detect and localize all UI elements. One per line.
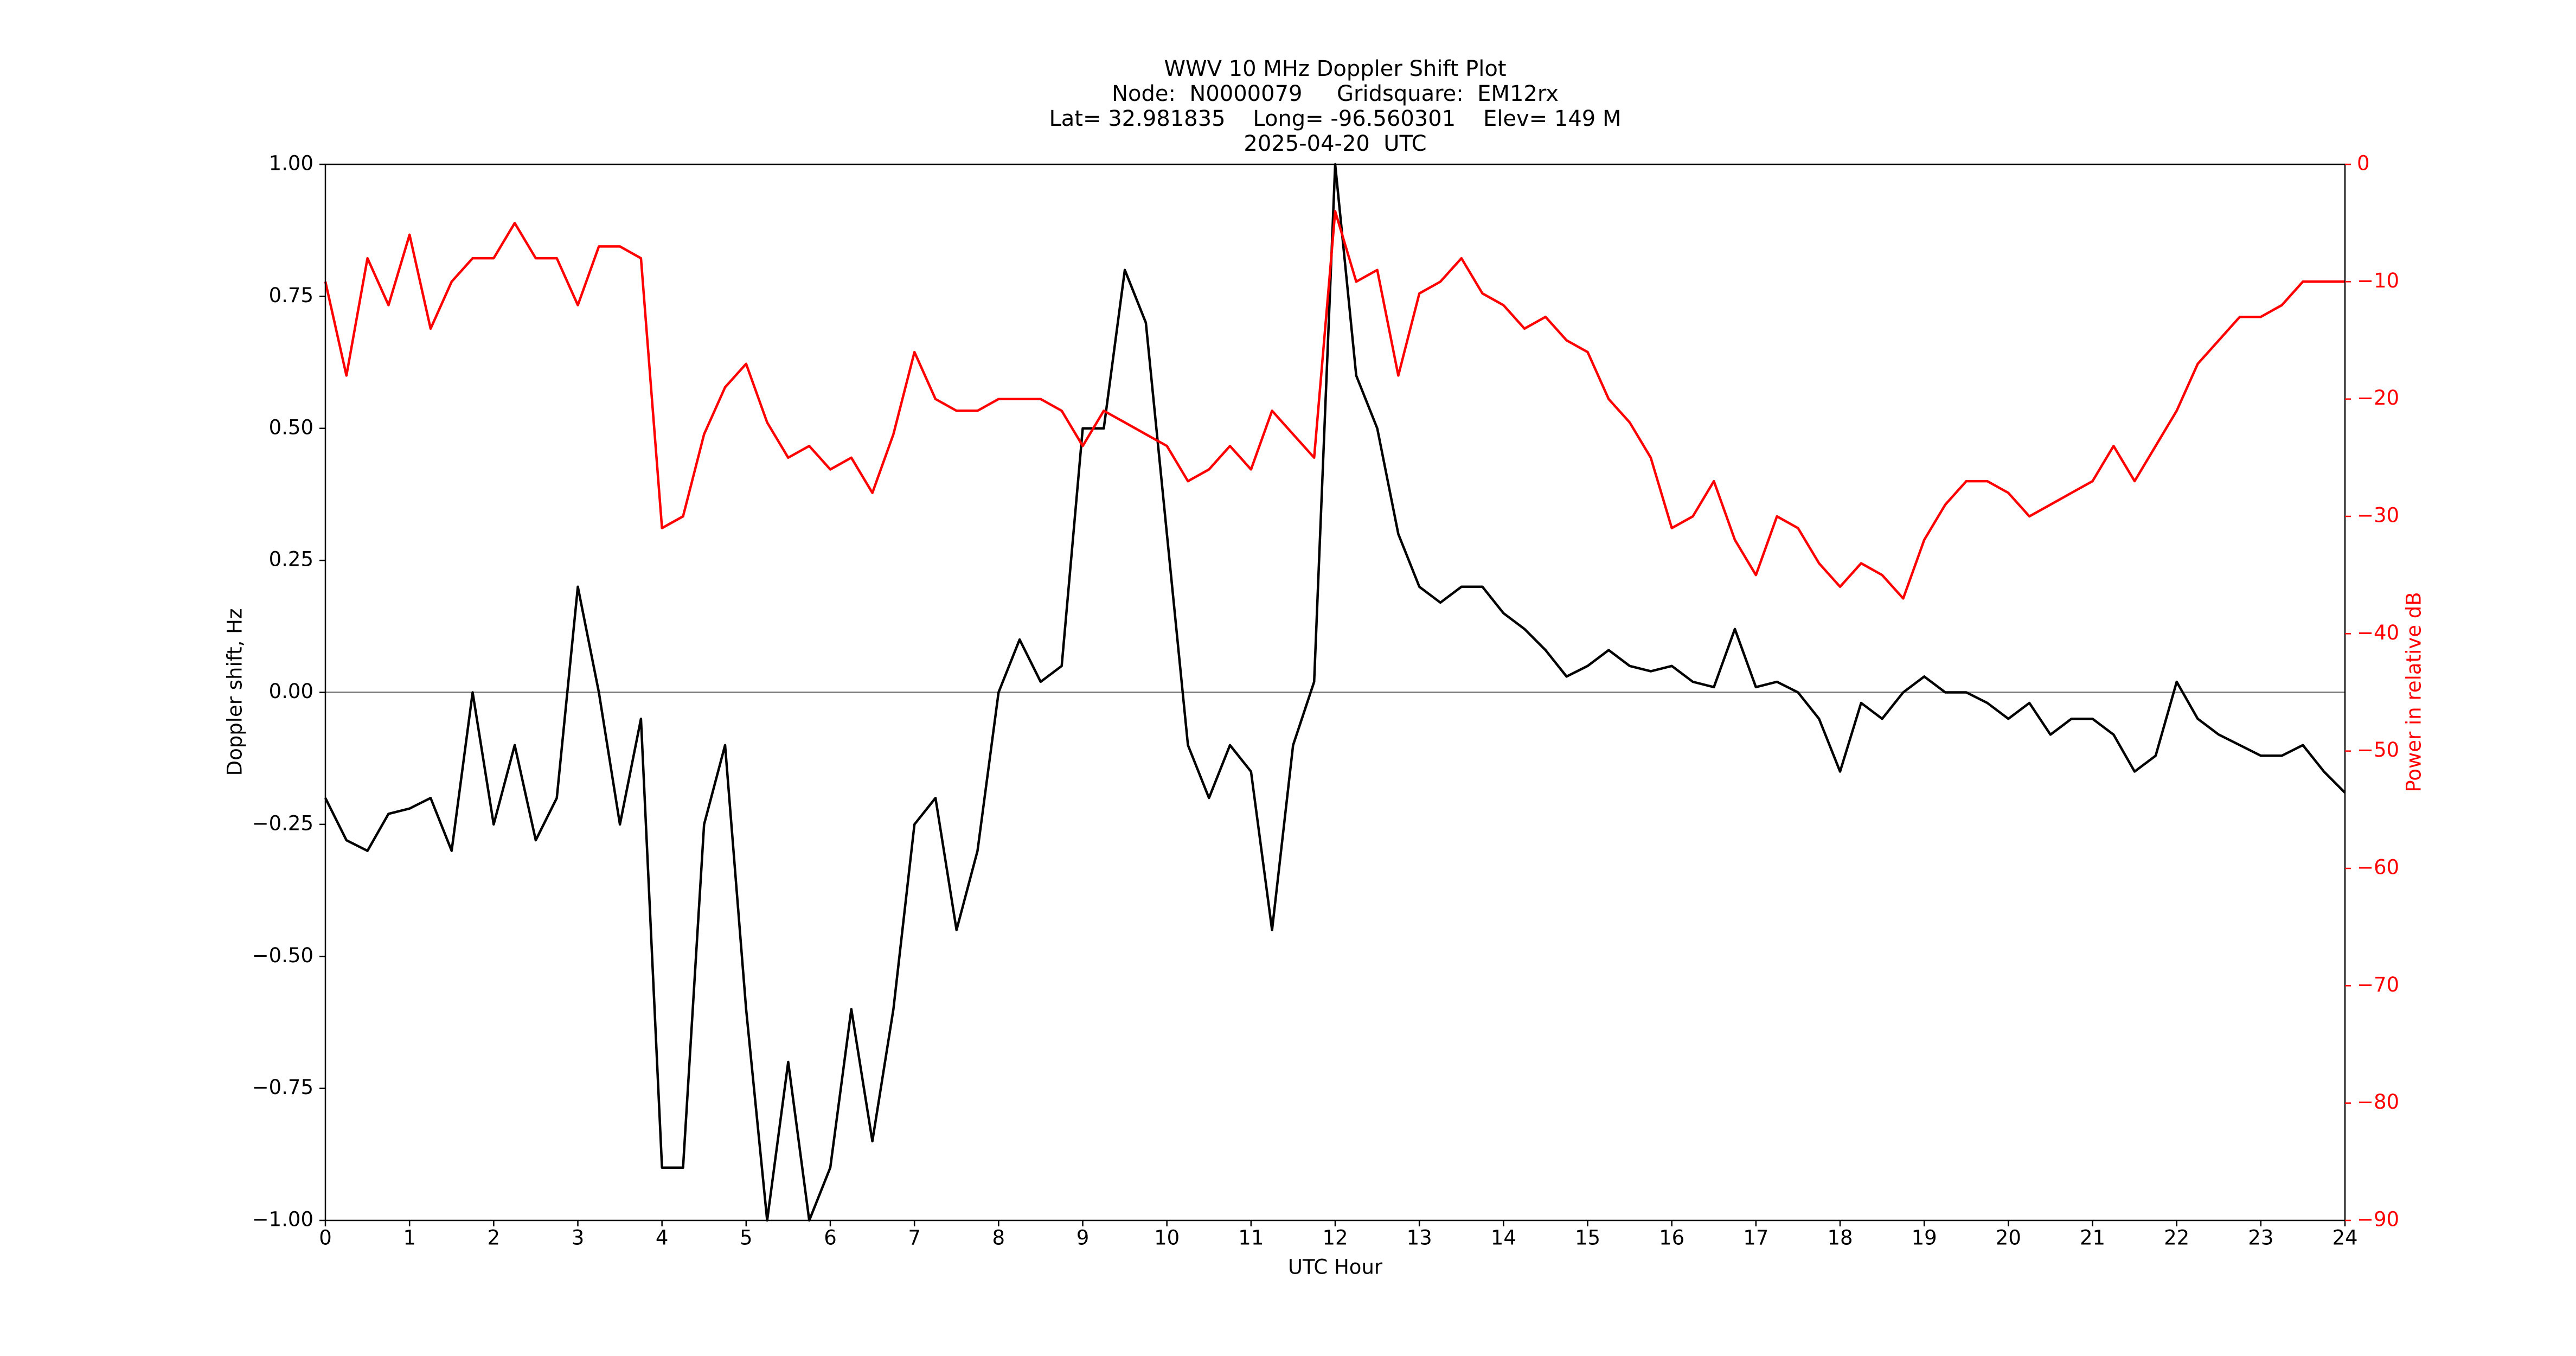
x-tick-label: 21 (2080, 1226, 2105, 1250)
y-tick-label: −0.75 (252, 1076, 313, 1099)
y-tick-label: 0.50 (269, 415, 313, 439)
x-tick-label: 6 (824, 1226, 837, 1250)
y2-tick-label: −10 (2357, 269, 2399, 292)
x-tick-label: 5 (740, 1226, 753, 1250)
y-tick-label: 0.75 (269, 284, 313, 307)
x-tick-label: 11 (1238, 1226, 1264, 1250)
chart-title: WWV 10 MHz Doppler Shift Plot (1164, 56, 1506, 81)
x-tick-label: 7 (908, 1226, 921, 1250)
x-tick-label: 3 (572, 1226, 585, 1250)
y-tick-label: −1.00 (252, 1208, 313, 1231)
x-tick-label: 12 (1322, 1226, 1348, 1250)
y-tick-label: 0.00 (269, 680, 313, 703)
y2-tick-label: −40 (2357, 621, 2399, 644)
x-tick-label: 18 (1827, 1226, 1853, 1250)
x-axis-label: UTC Hour (1288, 1256, 1383, 1279)
y-tick-label: 1.00 (269, 152, 313, 175)
x-tick-label: 9 (1076, 1226, 1090, 1250)
y2-tick-label: −90 (2357, 1208, 2399, 1231)
x-tick-label: 20 (1996, 1226, 2021, 1250)
x-tick-label: 13 (1407, 1226, 1432, 1250)
x-tick-label: 22 (2164, 1226, 2189, 1250)
chart-subtitle: Lat= 32.981835 Long= -96.560301 Elev= 14… (1049, 106, 1622, 131)
chart-subtitle: Node: N0000079 Gridsquare: EM12rx (1112, 81, 1559, 106)
y2-tick-label: −30 (2357, 504, 2399, 527)
y2-tick-label: −20 (2357, 386, 2399, 410)
y2-tick-label: −50 (2357, 738, 2399, 762)
x-tick-label: 1 (403, 1226, 416, 1250)
x-tick-label: 23 (2248, 1226, 2273, 1250)
x-tick-label: 10 (1154, 1226, 1180, 1250)
x-tick-label: 17 (1743, 1226, 1768, 1250)
x-tick-label: 14 (1491, 1226, 1516, 1250)
data-line (324, 210, 2345, 600)
y2-axis-label: Power in relative dB (2402, 592, 2426, 792)
x-tick-label: 15 (1575, 1226, 1600, 1250)
y-tick-label: 0.25 (269, 548, 313, 571)
x-tick-label: 19 (1912, 1226, 1937, 1250)
y2-tick-label: −60 (2357, 856, 2399, 879)
y-tick-label: −0.50 (252, 944, 313, 967)
x-tick-label: 4 (656, 1226, 669, 1250)
x-tick-label: 0 (319, 1226, 332, 1250)
y2-tick-label: 0 (2357, 152, 2370, 175)
y-tick-label: −0.25 (252, 811, 313, 835)
x-tick-label: 16 (1659, 1226, 1684, 1250)
x-tick-label: 24 (2332, 1226, 2357, 1250)
x-tick-label: 8 (992, 1226, 1005, 1250)
y2-tick-label: −80 (2357, 1090, 2399, 1114)
chart-subtitle: 2025-04-20 UTC (1244, 131, 1426, 156)
y2-tick-label: −70 (2357, 973, 2399, 996)
y-axis-label: Doppler shift, Hz (223, 609, 247, 776)
x-tick-label: 2 (488, 1226, 501, 1250)
